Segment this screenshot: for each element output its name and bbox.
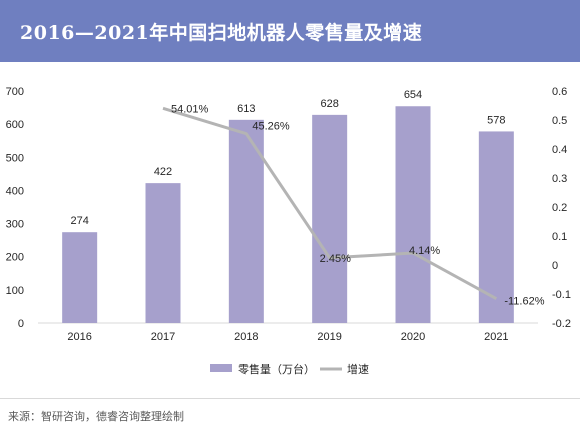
y-right-tick-label: 0.3 [552, 173, 567, 185]
bar-data-label: 628 [320, 98, 338, 110]
y-left-tick-label: 400 [6, 185, 24, 197]
chart-area: 0 100 200 300 400 500 600 700 -0.2 -0.1 0 0.1 0.2 0.3… [0, 75, 580, 390]
chart-title: 2016—2021年中国扫地机器人零售量及增速 [20, 21, 423, 44]
source-note: 来源：智研咨询，德睿咨询整理绘制 [8, 410, 184, 423]
bar-data-label: 578 [487, 114, 505, 126]
y-right-tick-label: 0.2 [552, 202, 567, 214]
y-left-tick-label: 0 [18, 318, 24, 330]
y-right-tick-label: 0.4 [552, 144, 567, 156]
y-right-tick-label: 0.5 [552, 115, 567, 127]
x-tick-label: 2017 [151, 331, 175, 343]
x-tick-label: 2016 [67, 331, 91, 343]
bar-2016 [62, 232, 98, 323]
y-right-tick-label: 0 [552, 260, 558, 272]
x-tick-label: 2021 [484, 331, 508, 343]
growth-data-label: 4.14% [409, 245, 440, 257]
y-left-tick-label: 200 [6, 252, 24, 264]
legend-bar-label: 零售量（万台） [238, 362, 315, 376]
x-tick-label: 2020 [401, 331, 425, 343]
bar-data-label: 422 [154, 166, 172, 178]
y-left-tick-label: 100 [6, 285, 24, 297]
y-right-tick-label: -0.2 [552, 318, 571, 330]
legend-line-label: 增速 [347, 362, 369, 376]
bar-2017 [145, 183, 181, 323]
growth-data-label: 54.01% [171, 103, 209, 115]
x-tick-label: 2018 [234, 331, 258, 343]
y-left-tick-label: 600 [6, 119, 24, 131]
chart-header: 2016—2021年中国扫地机器人零售量及增速 [0, 0, 580, 62]
y-left-tick-label: 700 [6, 86, 24, 98]
y-left-tick-label: 500 [6, 152, 24, 164]
y-left-tick-label: 300 [6, 219, 24, 231]
growth-data-label: 45.26% [252, 121, 290, 133]
legend-bar-swatch [210, 364, 232, 372]
y-right-tick-label: -0.1 [552, 289, 571, 301]
bar-2021 [478, 131, 514, 323]
x-tick-label: 2019 [317, 331, 341, 343]
bar-2020 [395, 106, 431, 323]
bar-data-label: 654 [404, 89, 422, 101]
bar-data-label: 613 [237, 103, 255, 115]
growth-data-label: -11.62% [504, 296, 544, 308]
y-right-tick-label: 0.1 [552, 231, 567, 243]
growth-data-label: 2.45% [320, 253, 351, 265]
footer-divider [0, 398, 580, 399]
y-right-tick-label: 0.6 [552, 86, 567, 98]
combo-chart: 0 100 200 300 400 500 600 700 -0.2 -0.1 0 0.1 0.2 0.3… [6, 86, 571, 376]
bar-2019 [312, 114, 348, 323]
bar-data-label: 274 [70, 215, 88, 227]
growth-line [162, 106, 498, 301]
